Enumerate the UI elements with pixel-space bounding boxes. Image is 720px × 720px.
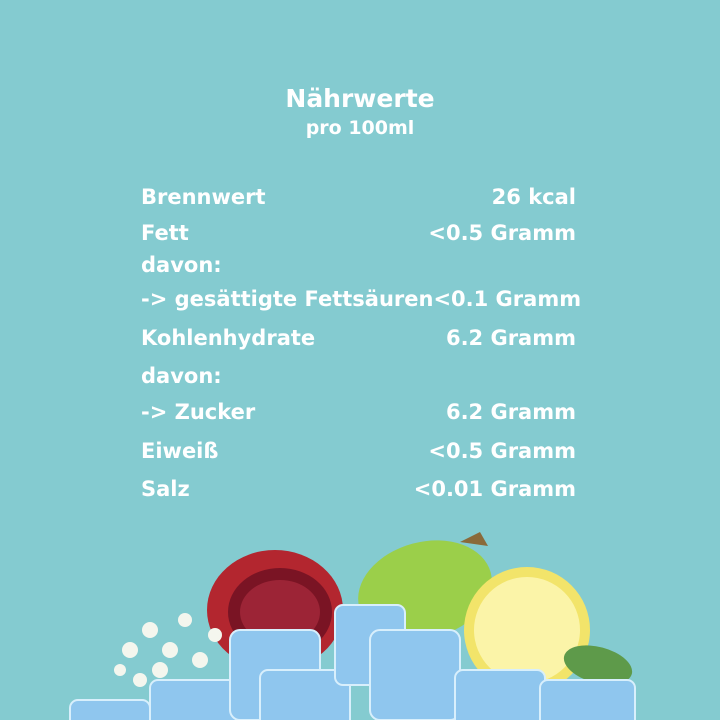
nutrition-row: -> gesättigte Fettsäuren <0.1 Gramm — [141, 286, 581, 312]
lemon-icon — [464, 567, 590, 693]
elderflower-icon — [114, 613, 222, 687]
row-label: Eiweiß — [141, 439, 219, 463]
ice-cubes-icon — [69, 604, 636, 720]
row-value: <0.5 Gramm — [428, 221, 576, 245]
row-value: 26 kcal — [491, 185, 576, 209]
row-label: Brennwert — [141, 185, 266, 209]
nutrition-row: davon: — [141, 363, 576, 389]
row-label: Salz — [141, 477, 190, 501]
row-label: davon: — [141, 364, 222, 388]
page-title: Nährwerte — [285, 84, 435, 113]
nutrition-row: davon: — [141, 252, 576, 278]
fruit-illustration — [69, 532, 636, 720]
row-value: 6.2 Gramm — [445, 400, 576, 424]
row-label: -> Zucker — [141, 400, 256, 424]
row-label: -> gesättigte Fettsäuren — [141, 287, 434, 311]
row-value: <0.5 Gramm — [428, 439, 576, 463]
nutrition-row: Brennwert 26 kcal — [141, 184, 576, 210]
nutrition-row: Kohlenhydrate 6.2 Gramm — [141, 325, 576, 351]
nutrition-row: Eiweiß <0.5 Gramm — [141, 438, 576, 464]
row-value: 6.2 Gramm — [445, 326, 576, 350]
row-value: <0.1 Gramm — [433, 287, 582, 311]
nutrition-row: Fett <0.5 Gramm — [141, 220, 576, 246]
row-label: davon: — [141, 253, 222, 277]
nutrition-row: Salz <0.01 Gramm — [141, 476, 576, 502]
row-value: <0.01 Gramm — [413, 477, 576, 501]
page-subtitle: pro 100ml — [305, 117, 415, 139]
nutrition-row: -> Zucker 6.2 Gramm — [141, 399, 576, 425]
mint-leaf-icon — [563, 645, 633, 685]
row-label: Fett — [141, 221, 189, 245]
row-label: Kohlenhydrate — [141, 326, 316, 350]
